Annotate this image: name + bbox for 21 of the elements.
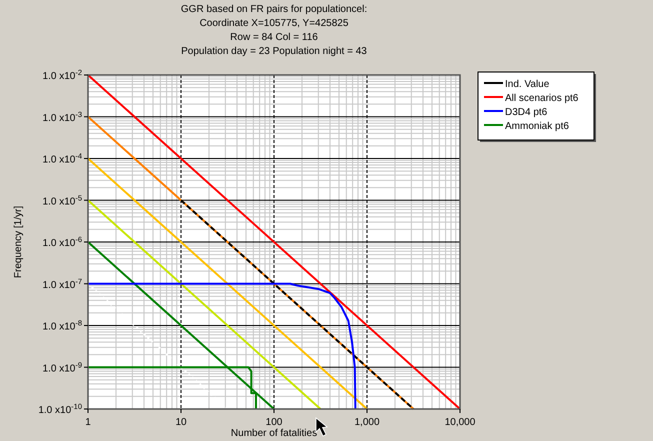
chart-title: GGR based on FR pairs for populationcel: Coordinate X=105775, Y=425825 Row = 84 Col = 116 Population day = 23 Population night = 43 (180, 4, 368, 57)
y-tick-label: 1.0 x10$^{-8}$ (42, 318, 82, 332)
y-tick-label: 1.0 x10$^{-9}$ (42, 360, 82, 374)
legend-label: All scenarios pt6 (505, 93, 579, 104)
y-tick-label: 1.0 x10$^{-10}$ (38, 402, 82, 416)
y-tick-label: 1.0 x10$^{-5}$ (42, 192, 82, 208)
y-axis-title: Frequency [1/yr] (13, 206, 24, 278)
legend-label: Ind. Value (505, 79, 550, 90)
y-tick-label: 1.0 x10$^{-4}$ (42, 151, 82, 166)
y-tick-label: 1.0 x10$^{-3}$ (42, 109, 82, 124)
y-tick-label: 1.0 x10$^{-6}$ (42, 234, 82, 249)
x-tick-label: 10,000 (444, 417, 476, 428)
legend-label: D3D4 pt6 (505, 107, 548, 118)
x-tick-label: 100 (266, 417, 283, 428)
x-tick-label: 1,000 (354, 417, 380, 428)
y-tick-label: 1.0 x10$^{-2}$ (42, 68, 82, 82)
y-tick-label: 1.0 x10$^{-7}$ (42, 276, 82, 291)
x-axis-title: Number of fatalities (230, 428, 318, 439)
x-tick-label: 1 (85, 417, 92, 428)
legend-label: Ammoniak pt6 (505, 121, 570, 132)
x-tick-label: 10 (175, 417, 187, 428)
